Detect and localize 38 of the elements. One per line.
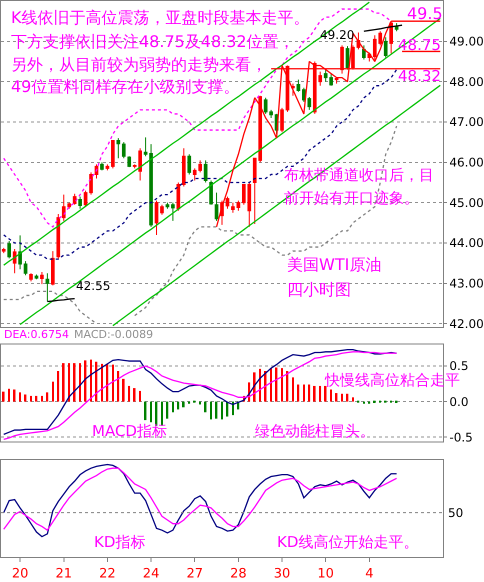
annotation: K线依旧于高位震荡，亚盘时段基本走平。 (11, 8, 310, 27)
text: 50 (448, 506, 464, 520)
annotation: 49位置料同样存在小级别支撑。 (11, 77, 240, 96)
x-tick-label: 10 (317, 566, 334, 582)
annotation: 下方支撑依旧关注48.75及48.32位置， (11, 32, 295, 51)
text: MACD:-0.0089 (74, 328, 154, 341)
x-tick-label: 21 (55, 566, 72, 582)
x-tick-label: 20 (12, 566, 28, 582)
annotation: KD指标 (94, 533, 146, 551)
x-tick-label: 30 (274, 566, 290, 582)
annotation: 42.55 (76, 279, 110, 293)
y-tick-label: 47.00 (449, 115, 484, 130)
y-tick-label: 44.00 (449, 236, 484, 250)
y-tick-label: 48.00 (449, 74, 484, 89)
y-tick-label: 43.00 (449, 276, 484, 291)
y-tick-label: 0.0 (449, 394, 468, 409)
annotation: 另外，从目前较为弱势的走势来看， (11, 55, 267, 74)
y-tick-label: 45.00 (449, 196, 484, 210)
y-tick-label: 49.00 (449, 34, 484, 49)
y-tick-label: 46.00 (449, 156, 484, 170)
annotation: MACD指标 (92, 422, 167, 440)
x-tick-label: 4 (365, 566, 374, 582)
annotation: 前开始有开口迹象。 (284, 189, 419, 207)
annotation: 四小时图 (287, 280, 351, 299)
x-tick-label: 28 (230, 566, 247, 582)
x-tick-label: 22 (99, 566, 116, 582)
annotation: KD线高位开始走平。 (277, 533, 418, 551)
annotation: 快慢线高位粘合走平 (324, 371, 460, 389)
annotation: 48.32 (398, 67, 441, 85)
annotation: 49.5 (407, 4, 443, 23)
x-tick-label: 27 (186, 566, 203, 582)
annotation: 美国WTI原油 (287, 255, 382, 274)
y-tick-label: 0.5 (449, 359, 468, 374)
y-tick-label: -0.5 (449, 430, 473, 444)
text: DEA:0.6754 (4, 328, 69, 341)
y-tick-label: 42.00 (449, 316, 484, 331)
annotation: 绿色动能柱冒头。 (255, 422, 375, 440)
x-tick-label: 24 (142, 566, 160, 582)
